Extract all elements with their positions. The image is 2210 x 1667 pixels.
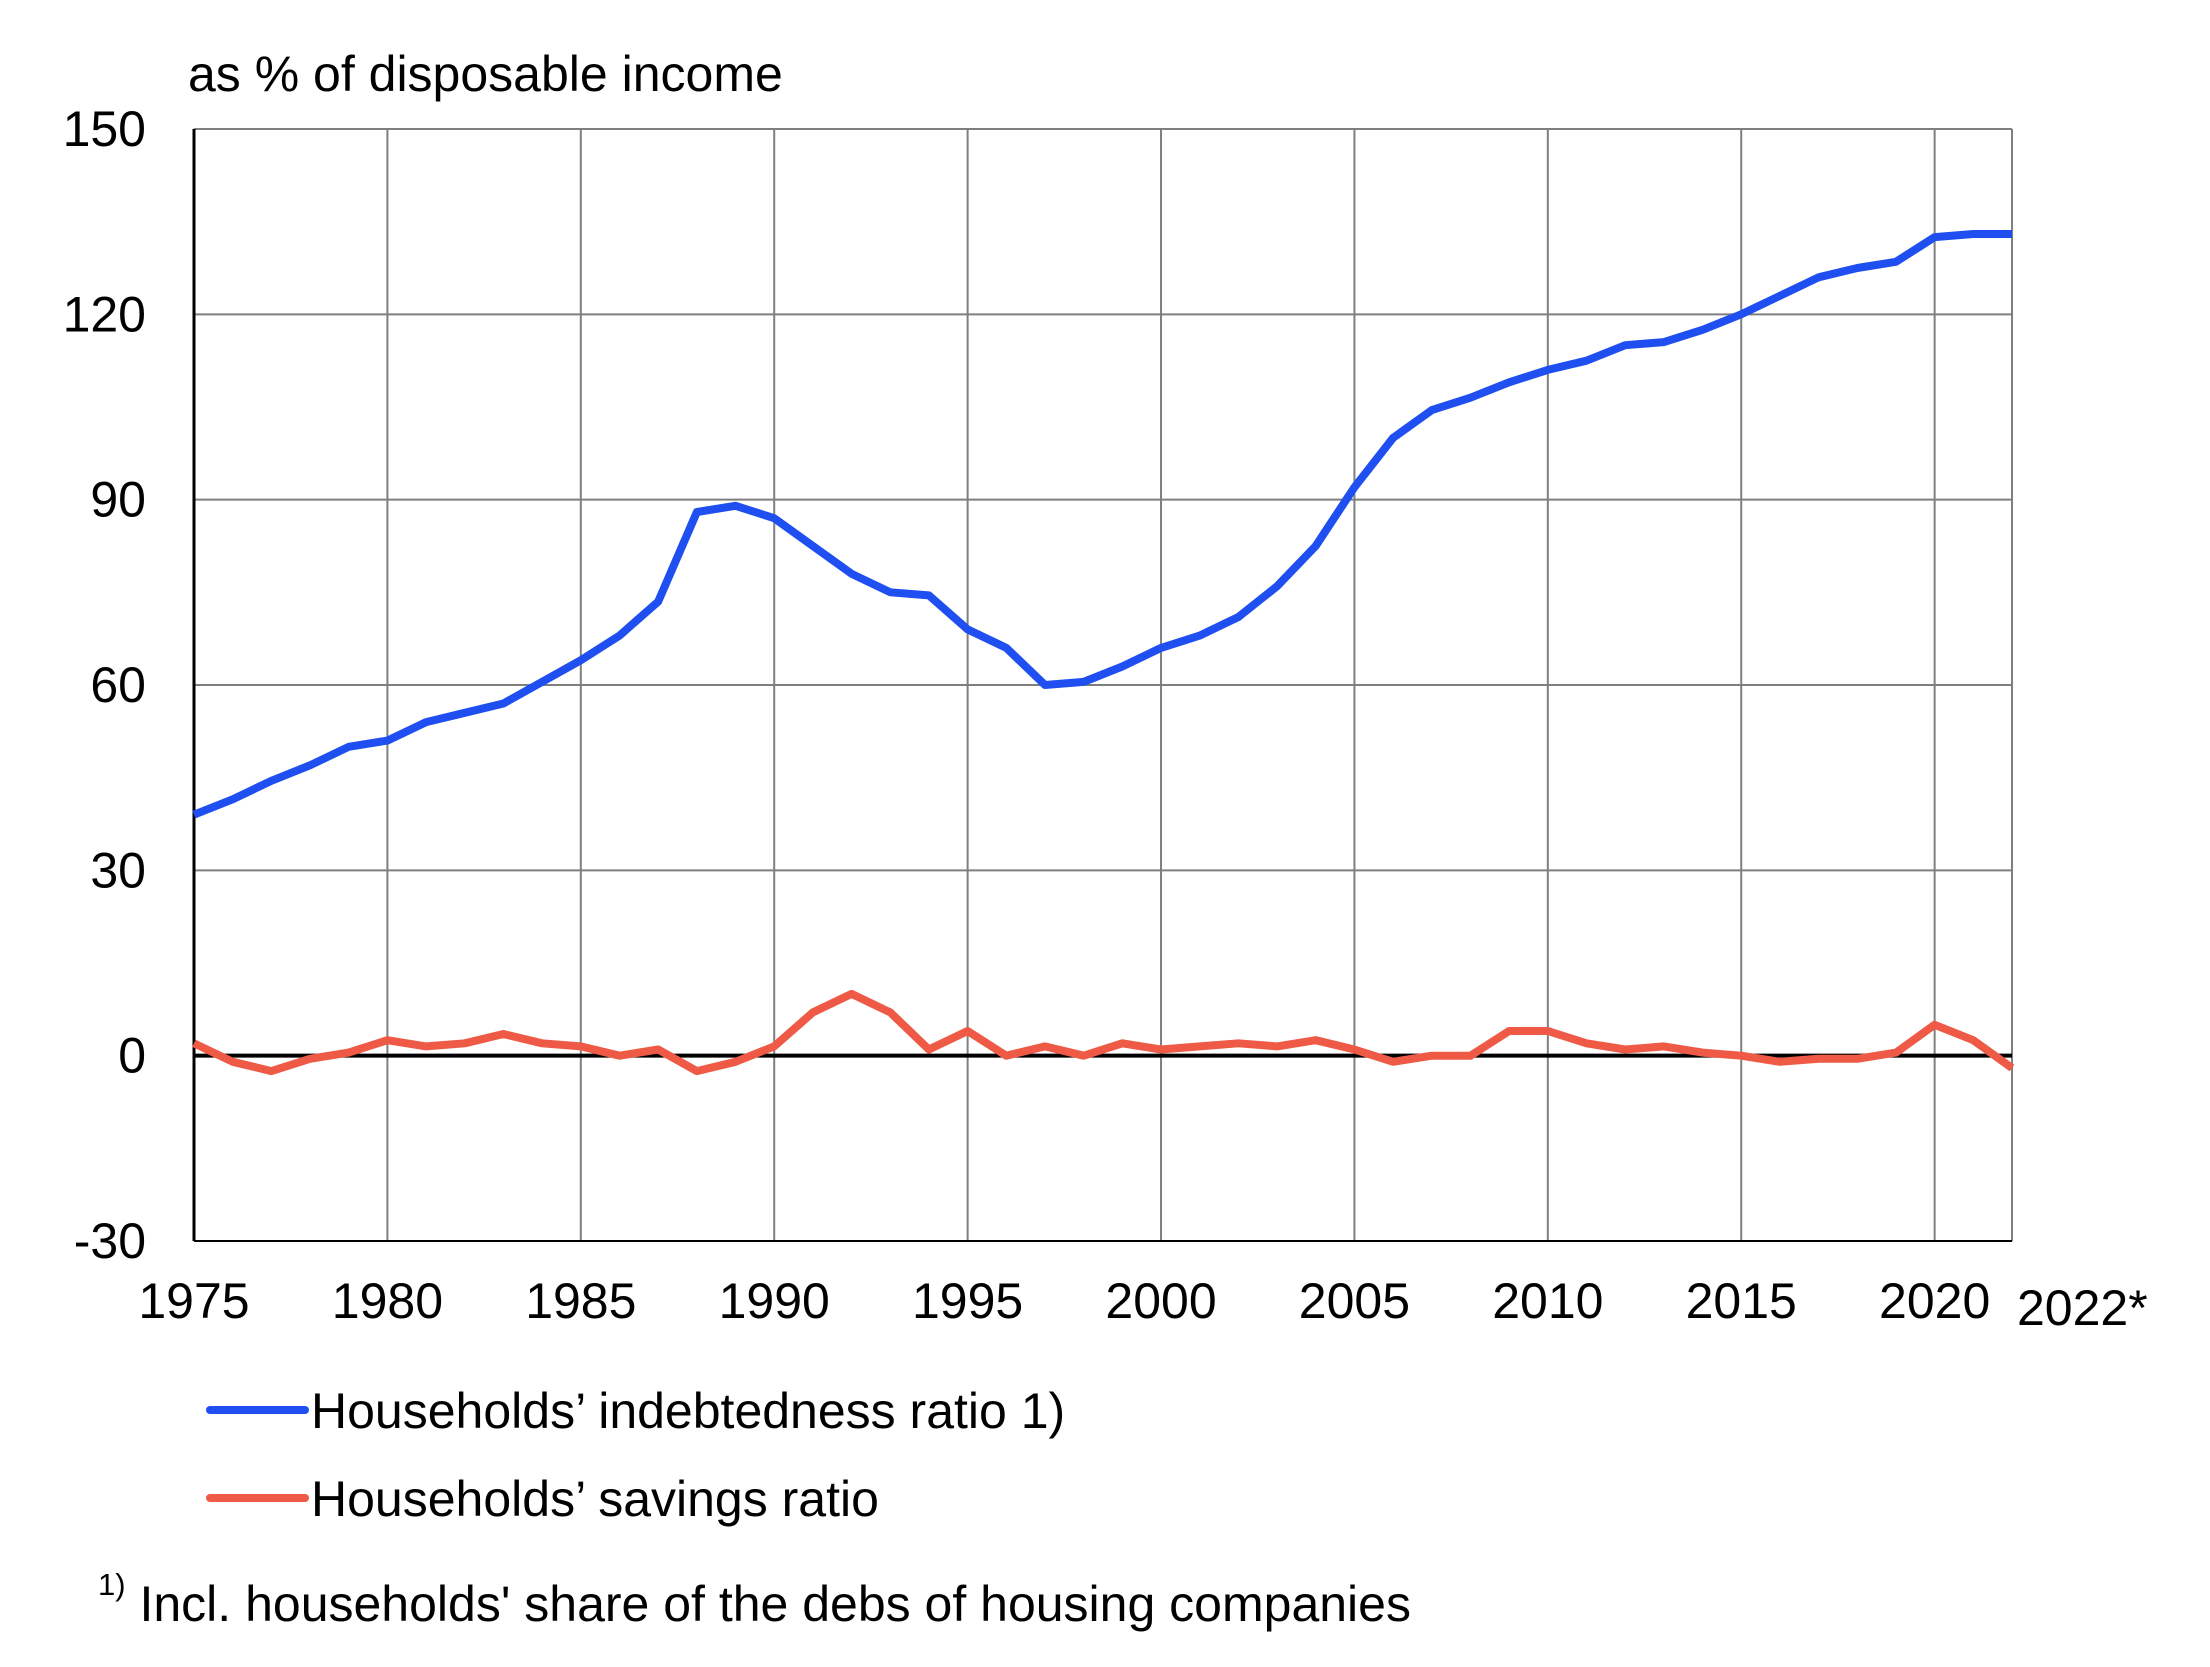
x-tick-label: 1990 [719, 1273, 830, 1329]
x-tick-label: 1975 [138, 1273, 249, 1329]
y-tick-label: -30 [74, 1213, 146, 1269]
y-tick-label: 120 [63, 286, 146, 342]
x-tick-label: 1980 [332, 1273, 443, 1329]
x-tick-label: 1985 [525, 1273, 636, 1329]
x-tick-label: 2020 [1879, 1273, 1990, 1329]
y-tick-label: 30 [90, 842, 146, 898]
footnote-mark: 1) [98, 1567, 126, 1602]
legend-label: Households’ savings ratio [311, 1471, 879, 1527]
series-line-2 [192, 989, 2015, 1076]
x-tick-label: 2005 [1299, 1273, 1410, 1329]
footnote-text: Incl. households' share of the debs of h… [139, 1576, 1411, 1632]
x-tick-label: 2010 [1492, 1273, 1603, 1329]
legend: Households’ indebtedness ratio 1) Househo… [206, 1383, 1065, 1527]
y-tick-label: 0 [118, 1028, 146, 1084]
x-tick-label: 1995 [912, 1273, 1023, 1329]
y-axis-label: as % of disposable income [188, 46, 783, 102]
legend-label: Households’ indebtedness ratio 1) [311, 1383, 1065, 1439]
y-tick-labels: 150 120 90 60 30 0 -30 [63, 101, 146, 1269]
footnote: 1) Incl. households' share of the debs o… [98, 1567, 1411, 1633]
x-tick-label: 2022* [2017, 1280, 2148, 1336]
y-tick-label: 90 [90, 472, 146, 528]
y-tick-label: 150 [63, 101, 146, 157]
series-line-1 [192, 230, 2012, 819]
x-tick-labels: 1975 1980 1985 1990 1995 2000 2005 2010 2015 2020… [138, 1273, 2147, 1336]
x-tick-label: 2000 [1105, 1273, 1216, 1329]
x-tick-label: 2015 [1686, 1273, 1797, 1329]
grid-lines [192, 128, 2013, 1242]
y-tick-label: 60 [90, 657, 146, 713]
data-series [192, 230, 2015, 1076]
